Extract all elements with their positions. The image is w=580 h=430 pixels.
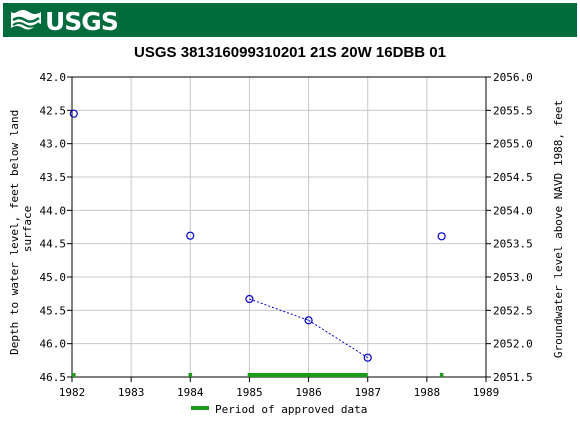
data-points [69,109,446,362]
right-y-axis-ticks: 2056.0 2055.5 2055.0 2054.5 2054.0 2053.5 2053… [486,71,533,384]
left-y-axis-label-line-1: Depth to water level, feet below land [8,110,21,355]
data-point [363,353,372,362]
legend-approved-label: Period of approved data [215,403,367,416]
x-tick-label: 1982 [59,386,86,399]
right-y-tick-label: 2054.5 [493,171,533,184]
data-point [304,316,313,325]
x-tick-label: 1989 [473,386,500,399]
left-y-tick-label: 43.0 [40,138,67,151]
left-y-tick-label: 44.0 [40,204,67,217]
data-point [186,231,195,240]
right-y-tick-label: 2055.5 [493,104,533,117]
approved-period-bar [72,373,76,377]
legend-approved-swatch [191,406,209,410]
right-y-axis-label: Groundwater level above NAVD 1988, feet [552,100,565,358]
left-y-axis-ticks: 42.0 42.5 43.0 43.5 44.0 44.5 45.0 45.5 46.0 46.5 [40,71,72,384]
left-y-tick-label: 45.0 [40,271,67,284]
left-y-tick-label: 42.0 [40,71,67,84]
x-tick-label: 1987 [354,386,381,399]
x-axis-ticks: 1982 1983 1984 1985 1986 1987 1988 1989 [59,377,500,399]
usgs-wave-icon [11,10,41,30]
left-y-tick-label: 42.5 [40,104,67,117]
approved-periods [72,373,444,377]
right-y-tick-label: 2053.0 [493,271,533,284]
x-tick-label: 1986 [295,386,322,399]
legend: Period of approved data [191,403,367,416]
approved-period-bar [439,373,444,377]
left-y-tick-label: 44.5 [40,238,67,251]
data-point [437,232,446,241]
left-y-tick-label: 45.5 [40,304,67,317]
left-y-tick-label: 43.5 [40,171,67,184]
x-tick-label: 1985 [236,386,263,399]
series-connector [308,319,368,359]
x-tick-label: 1984 [177,386,204,399]
usgs-logo-text: USGS [45,7,119,36]
approved-period-bar [188,373,193,377]
right-y-tick-label: 2056.0 [493,71,533,84]
left-y-tick-label: 46.5 [40,371,67,384]
plot-frame [71,76,487,378]
data-point [69,109,78,118]
x-tick-label: 1983 [118,386,145,399]
grid-lines [71,76,487,378]
left-y-tick-label: 46.0 [40,338,67,351]
right-y-tick-label: 2054.0 [493,204,533,217]
right-y-tick-label: 2051.5 [493,371,533,384]
approved-period-bar [247,373,368,377]
right-y-tick-label: 2052.5 [493,304,533,317]
chart-title: USGS 381316099310201 21S 20W 16DBB 01 [134,44,446,61]
x-tick-label: 1988 [414,386,441,399]
left-y-axis-label-line-2: surface [21,206,34,252]
left-y-axis-label: Depth to water level, feet below land su… [8,103,34,355]
right-y-tick-label: 2055.0 [493,138,533,151]
right-y-tick-label: 2053.5 [493,238,533,251]
series-connector-lines [249,298,368,359]
usgs-header-bar: USGS [3,3,577,37]
right-y-tick-label: 2052.0 [493,338,533,351]
usgs-logo[interactable]: USGS [9,6,119,36]
series-connector [249,298,309,321]
data-point [245,294,254,304]
